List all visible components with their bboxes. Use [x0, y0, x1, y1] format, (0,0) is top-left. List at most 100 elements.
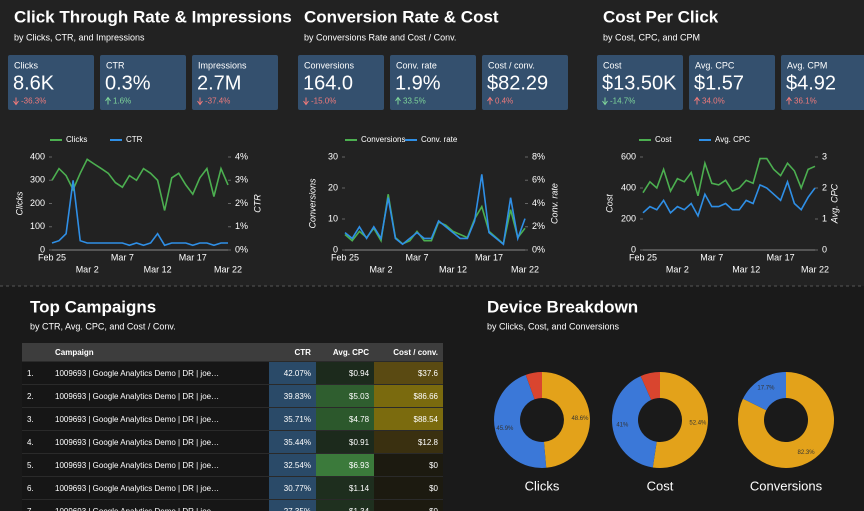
- header-cell[interactable]: [22, 343, 50, 362]
- x-tick-label: Mar 7: [405, 252, 428, 262]
- y-tick-label: 30: [328, 151, 338, 161]
- y2-tick-label: 2%: [235, 198, 248, 208]
- x-tick-label: Mar 7: [111, 252, 134, 262]
- y-tick-label: 600: [621, 151, 636, 161]
- y-tick-label: 200: [621, 213, 636, 223]
- series-line: [51, 158, 229, 211]
- trend-arrow: [197, 97, 203, 106]
- donut-title: Clicks: [525, 478, 560, 493]
- kpi-card: [100, 55, 186, 110]
- trend-arrow: [786, 96, 792, 105]
- kpi-card: [781, 55, 864, 110]
- y2-tick-label: 4%: [235, 151, 248, 161]
- header-cell[interactable]: Cost / conv.: [374, 343, 443, 362]
- table-cell: $0: [374, 453, 443, 477]
- table-row: 4. 1009693 | Google Analytics Demo | DR |…: [22, 430, 443, 454]
- table-cell: 1.: [22, 361, 50, 385]
- donut-slice: [494, 374, 547, 468]
- section-subtitle: by Cost, CPC, and CPM: [603, 32, 700, 42]
- donut-slice: [525, 372, 542, 400]
- slice-label: 45.9%: [496, 426, 514, 432]
- section-title: Top Campaigns: [30, 297, 156, 316]
- y2-axis-title: Avg. CPC: [829, 183, 839, 224]
- table-row: 2. 1009693 | Google Analytics Demo | DR |…: [22, 384, 443, 408]
- table-cell: 35.44%: [269, 430, 316, 454]
- x-tick-label: Feb 25: [38, 252, 66, 262]
- table-cell: 30.77%: [269, 476, 316, 500]
- table-cell: $37.6: [374, 361, 443, 385]
- table-cell: 1009693 | Google Analytics Demo | DR | j…: [50, 476, 270, 500]
- series-line: [642, 179, 816, 218]
- legend-label: Conversions: [361, 135, 405, 144]
- kpi-delta: -14.7%: [610, 97, 635, 106]
- campaign-table: Campaign CTR Avg. CPC Cost / conv. 1. 1009693…: [22, 343, 443, 511]
- kpi-card: [482, 55, 568, 110]
- y2-tick-label: 4%: [532, 198, 545, 208]
- header-cell[interactable]: Campaign: [50, 343, 270, 362]
- table-cell: 42.07%: [269, 361, 316, 385]
- y2-tick-label: 0%: [235, 244, 248, 254]
- table-row: 3. 1009693 | Google Analytics Demo | DR |…: [22, 407, 443, 431]
- kpi-label: Cost / conv.: [488, 60, 535, 70]
- legend-label: Avg. CPC: [715, 135, 750, 144]
- y-tick-label: 10: [328, 213, 338, 223]
- donut-title: Conversions: [750, 478, 823, 493]
- kpi-card: [192, 55, 278, 110]
- y-tick-label: 0: [40, 244, 45, 254]
- kpi-card: [298, 55, 384, 110]
- table-cell: 39.83%: [269, 384, 316, 408]
- table-cell: 4.: [22, 430, 50, 454]
- kpi-value: 1.9%: [395, 72, 441, 94]
- header-cell[interactable]: Avg. CPC: [315, 343, 375, 362]
- x-tick-label: Mar 12: [439, 264, 467, 274]
- slice-label: 48.6%: [571, 416, 589, 422]
- y-tick-label: 20: [328, 182, 338, 192]
- kpi-card: [8, 55, 94, 110]
- section-title: Cost Per Click: [603, 7, 719, 26]
- table-cell: $5.03: [315, 384, 375, 408]
- table-cell: 2.: [22, 384, 50, 408]
- header-cell[interactable]: CTR: [269, 343, 316, 362]
- table-cell: 3.: [22, 407, 50, 431]
- table-cell: 27.35%: [269, 499, 316, 511]
- trend-arrow: [487, 96, 493, 105]
- y2-tick-label: 3%: [235, 175, 248, 185]
- kpi-label: Conv. rate: [396, 60, 437, 70]
- table-row: 6. 1009693 | Google Analytics Demo | DR |…: [22, 476, 443, 500]
- table-cell: 5.: [22, 453, 50, 477]
- y2-tick-label: 2%: [532, 221, 545, 231]
- y-tick-label: 300: [30, 175, 45, 185]
- y-tick-label: 200: [30, 198, 45, 208]
- y-tick-label: 0: [333, 244, 338, 254]
- x-tick-label: Mar 17: [475, 252, 503, 262]
- donut-slice: [611, 376, 657, 468]
- y2-tick-label: 8%: [532, 151, 545, 161]
- table-cell: $4.78: [315, 407, 375, 431]
- table-cell: 1009693 | Google Analytics Demo | DR | j…: [50, 384, 270, 408]
- legend-label: Conv. rate: [421, 135, 458, 144]
- section-title: Click Through Rate & Impressions: [14, 7, 292, 26]
- table-cell: 1009693 | Google Analytics Demo | DR | j…: [50, 453, 270, 477]
- table-row: 7. 1009693 | Google Analytics Demo | DR |…: [22, 499, 443, 511]
- x-tick-label: Mar 17: [179, 252, 207, 262]
- y2-tick-label: 1: [822, 213, 827, 223]
- kpi-value: 2.7M: [197, 72, 241, 94]
- kpi-delta: 33.5%: [403, 97, 426, 106]
- y2-tick-label: 2: [822, 182, 827, 192]
- legend-label: CTR: [126, 135, 143, 144]
- x-tick-label: Mar 7: [700, 252, 723, 262]
- kpi-delta: 34.0%: [702, 97, 725, 106]
- kpi-delta: 0.4%: [495, 97, 513, 106]
- kpi-card: [390, 55, 476, 110]
- x-tick-label: Mar 12: [732, 264, 760, 274]
- table-cell: $0: [374, 476, 443, 500]
- header-row: Campaign CTR Avg. CPC Cost / conv.: [22, 343, 443, 362]
- table-cell: $1.34: [315, 499, 375, 511]
- kpi-value: 8.6K: [13, 72, 55, 94]
- x-tick-label: Mar 2: [666, 264, 689, 274]
- slice-label: 17.7%: [757, 385, 775, 391]
- y-tick-label: 400: [30, 151, 45, 161]
- table-cell: $86.66: [374, 384, 443, 408]
- section-title: Conversion Rate & Cost: [304, 7, 499, 26]
